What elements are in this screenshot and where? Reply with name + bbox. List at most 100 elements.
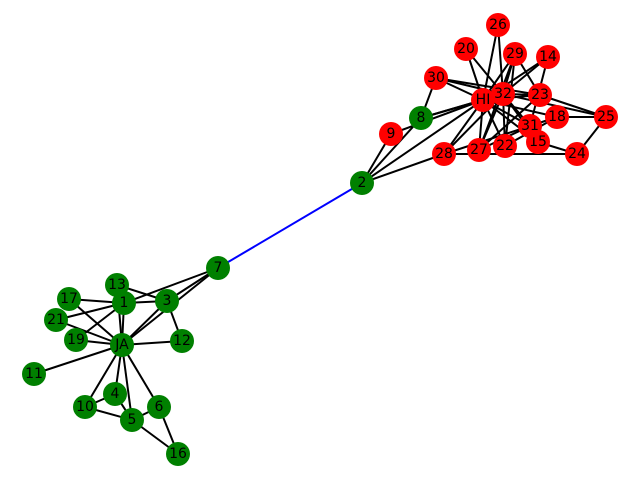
node-label: 25 <box>597 109 615 125</box>
node-13: 13 <box>105 273 129 297</box>
node-3: 3 <box>155 289 179 313</box>
node-29: 29 <box>503 42 527 66</box>
node-label: 18 <box>548 109 566 125</box>
node-label: 16 <box>169 446 187 462</box>
node-circle <box>565 142 589 166</box>
node-label: 5 <box>128 412 137 428</box>
node-circle <box>454 37 478 61</box>
node-circle <box>379 122 403 146</box>
node-circle <box>44 308 68 332</box>
node-25: 25 <box>594 105 618 129</box>
highlight-edge <box>217 182 363 269</box>
node-circle <box>471 88 495 112</box>
node-10: 10 <box>73 395 97 419</box>
node-8: 8 <box>409 106 433 130</box>
node-circle <box>110 333 134 357</box>
node-circle <box>120 408 144 432</box>
node-label: 14 <box>539 49 557 65</box>
node-20: 20 <box>454 37 478 61</box>
node-label: 19 <box>67 332 85 348</box>
node-label: 15 <box>529 134 547 150</box>
node-label: 28 <box>435 146 453 162</box>
node-hi: HI <box>471 88 495 112</box>
node-22: 22 <box>493 134 517 158</box>
node-4: 4 <box>103 382 127 406</box>
node-label: 7 <box>214 260 223 276</box>
edge <box>435 77 541 96</box>
node-circle <box>467 138 491 162</box>
node-label: 9 <box>387 126 396 142</box>
node-32: 32 <box>491 82 515 106</box>
edge <box>84 344 123 408</box>
node-28: 28 <box>432 142 456 166</box>
node-circle <box>518 114 542 138</box>
node-label: 26 <box>489 17 507 33</box>
node-label: 6 <box>155 399 164 415</box>
node-2: 2 <box>350 171 374 195</box>
node-ja: JA <box>110 333 134 357</box>
node-27: 27 <box>467 138 491 162</box>
node-label: 32 <box>494 86 512 102</box>
node-circle <box>486 13 510 37</box>
node-circle <box>528 83 552 107</box>
node-7: 7 <box>206 256 230 280</box>
node-circle <box>409 106 433 130</box>
node-circle <box>64 328 88 352</box>
node-label: 17 <box>60 291 78 307</box>
node-label: 12 <box>173 333 191 349</box>
node-circle <box>493 134 517 158</box>
node-label: 11 <box>25 366 43 382</box>
node-circle <box>73 395 97 419</box>
node-label: 10 <box>76 399 94 415</box>
edge <box>361 99 484 184</box>
edge <box>123 267 219 304</box>
node-label: 1 <box>120 295 129 311</box>
node-circle <box>112 291 136 315</box>
node-label: 4 <box>111 386 120 402</box>
edge <box>478 94 541 151</box>
node-label: 23 <box>531 87 549 103</box>
node-circle <box>350 171 374 195</box>
edge <box>361 153 445 184</box>
node-circle <box>491 82 515 106</box>
node-label: 24 <box>568 146 586 162</box>
node-19: 19 <box>64 328 88 352</box>
node-30: 30 <box>424 66 448 90</box>
node-label: 8 <box>417 110 426 126</box>
edge <box>121 344 133 421</box>
node-26: 26 <box>486 13 510 37</box>
node-14: 14 <box>536 45 560 69</box>
node-label: 21 <box>47 312 65 328</box>
node-label: 30 <box>427 70 445 86</box>
node-circle <box>503 42 527 66</box>
node-label: JA <box>114 337 129 353</box>
edge <box>361 117 422 184</box>
node-1: 1 <box>112 291 136 315</box>
node-11: 11 <box>22 362 46 386</box>
node-label: 27 <box>470 142 488 158</box>
edge <box>390 99 484 135</box>
node-18: 18 <box>545 105 569 129</box>
node-circle <box>545 105 569 129</box>
node-circle <box>432 142 456 166</box>
node-31: 31 <box>518 114 542 138</box>
node-circle <box>424 66 448 90</box>
node-23: 23 <box>528 83 552 107</box>
node-label: 22 <box>496 138 514 154</box>
node-circle <box>166 442 190 466</box>
node-label: HI <box>476 92 491 108</box>
edge <box>443 125 531 155</box>
node-label: 20 <box>457 41 475 57</box>
node-21: 21 <box>44 308 68 332</box>
node-label: 31 <box>521 118 539 134</box>
edge <box>482 24 499 101</box>
node-circle <box>105 273 129 297</box>
node-circle <box>147 395 171 419</box>
node-9: 9 <box>379 122 403 146</box>
node-16: 16 <box>166 442 190 466</box>
node-label: 29 <box>506 46 524 62</box>
node-circle <box>155 289 179 313</box>
node-circle <box>57 287 81 311</box>
node-6: 6 <box>147 395 171 419</box>
node-17: 17 <box>57 287 81 311</box>
